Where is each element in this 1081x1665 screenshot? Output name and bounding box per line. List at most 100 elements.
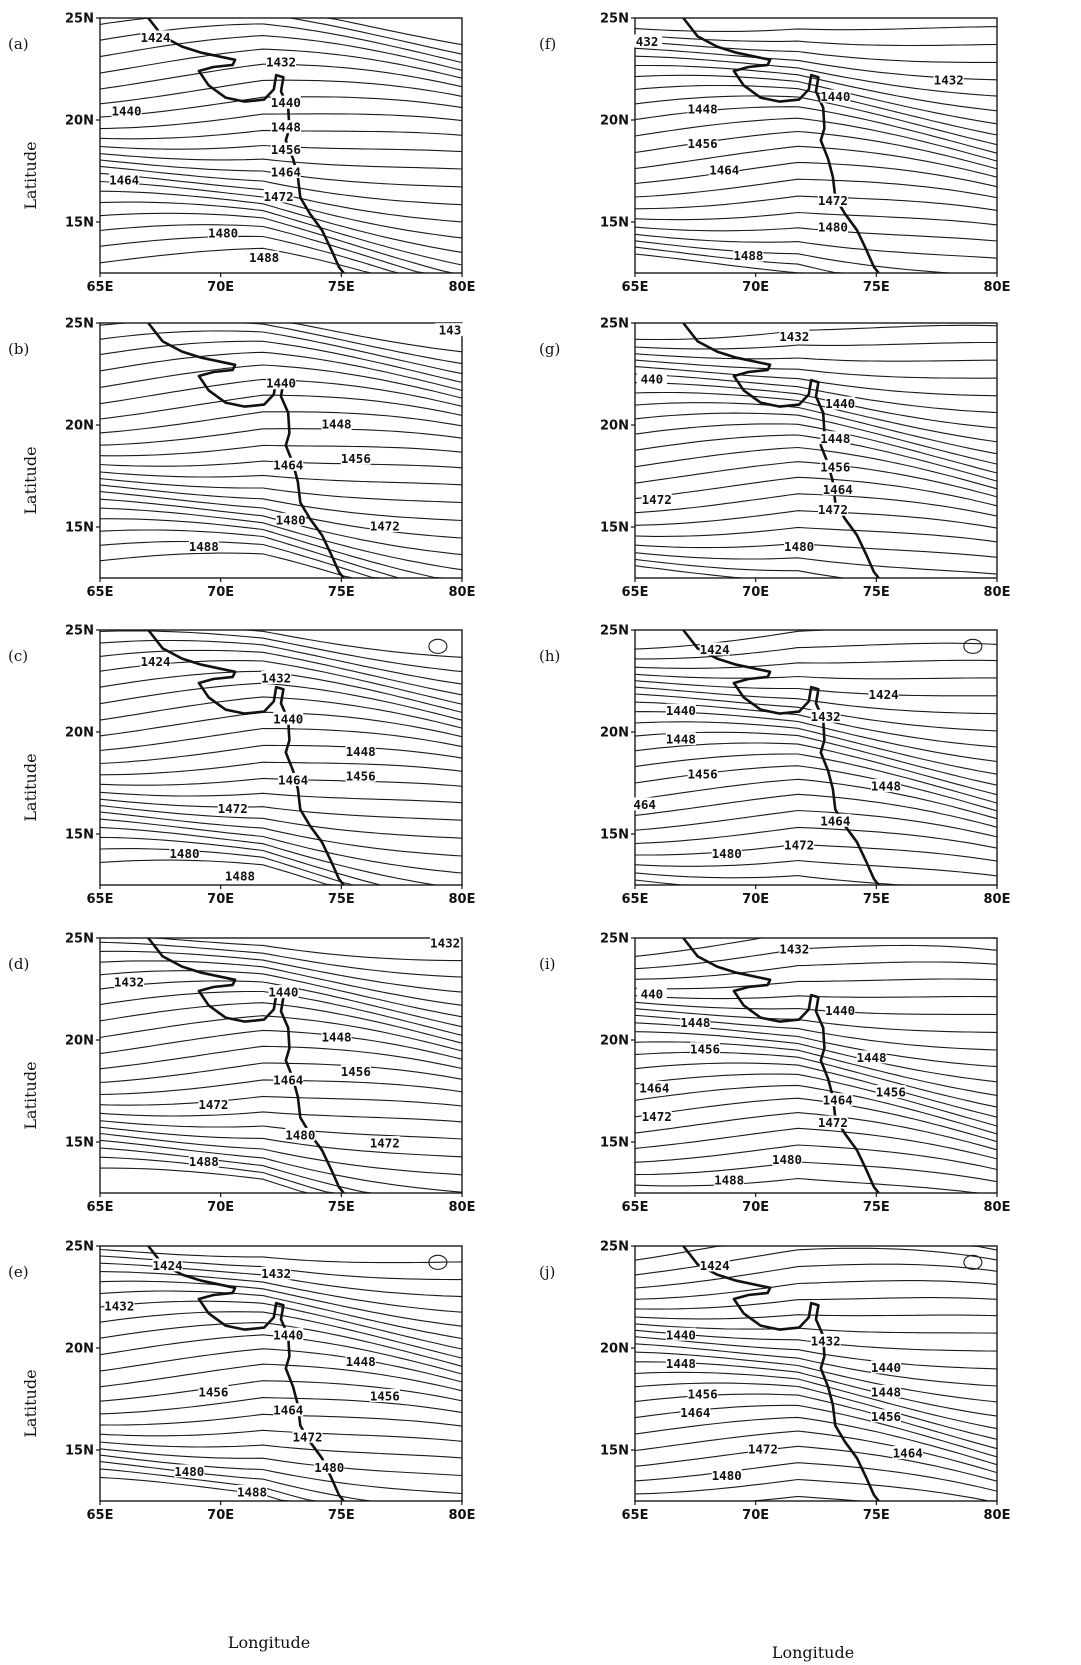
contour-label-bg: [687, 136, 718, 150]
contour-label: 1464: [820, 813, 850, 828]
isoline: [99, 1139, 463, 1193]
contour-label: 1440: [825, 1003, 855, 1018]
contour-label-bg: [810, 1333, 841, 1347]
contour-label: 1456: [346, 768, 376, 783]
contour-label-bg: [825, 396, 856, 410]
contour-label-bg: [870, 1360, 901, 1374]
contour-label: 1456: [876, 1085, 906, 1100]
contour-label-bg: [665, 1356, 696, 1370]
x-tick-label: 75E: [328, 280, 355, 295]
panel-frame: [99, 1245, 463, 1502]
panel-label: (e): [8, 1263, 29, 1281]
isoline: [635, 64, 998, 112]
isoline: [634, 872, 997, 886]
isoline: [99, 1363, 463, 1392]
isoline: [99, 224, 462, 274]
panel-label: (f): [539, 35, 556, 53]
y-tick-label: 25N: [600, 12, 629, 27]
isoline: [99, 1120, 463, 1140]
x-tick-label: 75E: [328, 1200, 355, 1215]
isoline: [634, 423, 998, 474]
y-tick-label: 20N: [65, 419, 94, 434]
isoline: [99, 682, 463, 721]
panel-frame: [634, 322, 998, 579]
y-tick-label: 20N: [600, 114, 629, 129]
contour-label-bg: [169, 846, 200, 860]
contour-lines: [634, 629, 998, 886]
contour-label-bg: [784, 838, 815, 852]
map-panel-j: 1424 1440 1432 1448 1440 1456 1448 1464 1456 1472…: [539, 1240, 1010, 1524]
isoline: [99, 1448, 463, 1477]
contour-label-bg: [747, 1442, 778, 1455]
contour-label-bg: [266, 54, 296, 68]
x-tick-label: 70E: [742, 280, 769, 295]
contour-label: 1432: [430, 936, 460, 951]
contour-label: 1440: [268, 985, 298, 1000]
contour-label: 1464: [823, 1093, 853, 1108]
contour-label: 1472: [818, 1115, 848, 1130]
contour-label-bg: [856, 1050, 887, 1064]
contour-label-bg: [345, 1354, 376, 1368]
x-tick-label: 75E: [863, 1508, 890, 1523]
y-axis-label: Latitude: [21, 1061, 40, 1129]
y-tick-label: 15N: [65, 1136, 94, 1151]
contour-label: 1480: [712, 846, 742, 861]
isoline: [634, 1084, 998, 1135]
isoline: [634, 391, 998, 443]
contour-label-bg: [285, 1127, 316, 1141]
isoline: [99, 113, 463, 130]
isoline: [634, 402, 998, 455]
contour-label: 1488: [714, 1172, 744, 1187]
isoline: [99, 364, 463, 399]
x-tick-label: 65E: [87, 1508, 114, 1523]
contour-label-bg: [868, 687, 899, 701]
contour-label: 1424: [140, 654, 170, 669]
contour-label-bg: [266, 376, 296, 390]
contour-label-bg: [892, 1446, 923, 1460]
contour-label-bg: [822, 482, 853, 496]
isoline: [99, 79, 463, 105]
panel-frame: [634, 937, 998, 1194]
x-tick-label: 70E: [742, 585, 769, 600]
isoline: [634, 178, 998, 199]
contour-label: 1448: [666, 1356, 696, 1371]
contour-label-bg: [174, 1464, 205, 1478]
contour-label-bg: [275, 512, 306, 526]
contour-label-bg: [709, 163, 740, 176]
contour-lines: [99, 1248, 463, 1502]
coastline: [682, 17, 880, 274]
y-axis-label: Latitude: [21, 1369, 40, 1437]
y-tick-label: 25N: [65, 624, 94, 639]
contour-label-bg: [270, 120, 301, 134]
panel-frame: [634, 1245, 998, 1502]
panel-label: (h): [539, 647, 560, 665]
contour-label-bg: [263, 189, 294, 203]
panel-label: (g): [539, 340, 560, 358]
contour-label: 1448: [680, 1015, 710, 1030]
coastline: [147, 629, 345, 886]
isoline: [634, 161, 998, 188]
map-panel-a: 1424 1432 1440 1440 1448 1456 1464 1464 1472 1480…: [8, 12, 475, 296]
contour-label-bg: [772, 1152, 803, 1166]
isoline: [99, 1476, 462, 1502]
contour-label-bg: [111, 103, 142, 117]
isoline: [100, 1167, 462, 1194]
contour-label: 1488: [249, 250, 279, 265]
isoline: [634, 558, 997, 579]
isoline: [99, 507, 463, 571]
contour-label-bg: [273, 711, 304, 725]
isoline: [634, 1127, 998, 1160]
isoline: [634, 552, 998, 575]
x-tick-label: 75E: [328, 1508, 355, 1523]
contour-label-bg: [810, 709, 841, 723]
contour-label: 1432: [779, 329, 809, 344]
x-tick-label: 80E: [449, 280, 476, 295]
contour-label: 1432: [266, 54, 296, 69]
contour-label-bg: [687, 766, 718, 780]
closed-contour: [428, 1254, 448, 1270]
y-tick-label: 20N: [600, 726, 629, 741]
isoline: [634, 659, 998, 669]
isoline: [99, 970, 463, 1018]
isoline: [634, 1263, 998, 1289]
isoline: [99, 791, 463, 804]
